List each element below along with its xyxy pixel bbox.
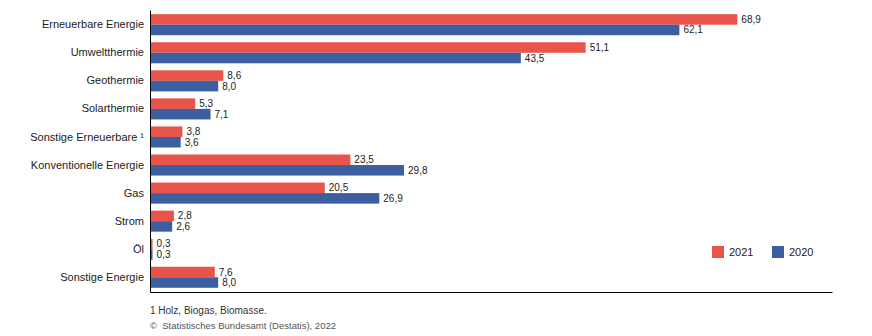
data-label: 29,8 — [408, 165, 428, 176]
bar — [150, 137, 181, 148]
bar — [150, 277, 218, 288]
legend: 2021 2020 — [712, 246, 813, 258]
data-label: 3,8 — [186, 126, 200, 137]
y-tick-label: Geothermie — [87, 74, 144, 86]
x-axis-line — [151, 292, 833, 293]
footnote: 1 Holz, Biogas, Biomasse. — [150, 305, 267, 316]
y-axis: Erneuerbare Energie Umweltthermie Geotherm… — [30, 11, 150, 293]
y-tick-label: Strom — [115, 215, 144, 227]
y-tick: Gas — [124, 187, 145, 199]
y-tick-label: Sonstige Energie — [60, 271, 144, 283]
legend-item: 2020 — [772, 246, 813, 258]
y-tick: Geothermie — [87, 74, 144, 86]
y-tick: Sonstige Energie — [60, 271, 144, 283]
data-label: 2,6 — [176, 221, 190, 232]
y-tick: Strom — [115, 215, 144, 227]
source: © Statistisches Bundesamt (Destatis), 20… — [150, 320, 336, 331]
y-tick: Umweltthermie — [71, 46, 144, 58]
data-label: 23,5 — [354, 154, 374, 165]
bar — [150, 165, 404, 176]
y-axis-line — [150, 11, 151, 293]
y-tick-label: Sonstige Erneuerbare ¹ — [30, 130, 144, 142]
data-label: 43,5 — [525, 53, 545, 64]
data-label: 0,3 — [157, 238, 171, 249]
bar — [150, 211, 174, 222]
y-tick-label: Öl — [133, 243, 144, 255]
x-axis — [151, 292, 833, 293]
data-label: 8,6 — [227, 70, 241, 81]
bar — [150, 267, 215, 278]
y-tick-label: Erneuerbare Energie — [42, 18, 144, 30]
data-label: 7,1 — [215, 109, 229, 120]
legend-label: 2020 — [789, 246, 813, 258]
legend-label: 2021 — [729, 246, 753, 258]
bar — [150, 81, 218, 92]
bar — [150, 14, 737, 25]
bars — [150, 14, 737, 288]
bar — [150, 155, 350, 166]
data-label: 0,3 — [157, 249, 171, 260]
bar — [150, 109, 211, 120]
y-tick: Solarthermie — [82, 102, 144, 114]
bar — [150, 42, 586, 53]
bar — [150, 193, 379, 204]
data-label: 7,6 — [219, 267, 233, 278]
data-labels: 68,9 51,1 8,6 5,3 3,8 23,5 20,5 2,8 0,3 7,6 62,1 43… — [157, 14, 762, 288]
data-label: 62,1 — [683, 24, 703, 35]
bar — [150, 183, 325, 194]
legend-swatch — [772, 246, 784, 258]
data-label: 20,5 — [329, 182, 349, 193]
bar — [150, 126, 182, 137]
data-label: 3,6 — [185, 137, 199, 148]
data-label: 51,1 — [590, 42, 610, 53]
data-label: 68,9 — [741, 14, 761, 25]
y-tick-label: Solarthermie — [82, 102, 144, 114]
y-tick-label: Umweltthermie — [71, 46, 144, 58]
bar — [150, 221, 172, 232]
bar — [150, 53, 521, 64]
bar — [150, 25, 679, 36]
y-tick-label: Konventionelle Energie — [31, 159, 144, 171]
data-label: 8,0 — [222, 81, 236, 92]
legend-item: 2021 — [712, 246, 753, 258]
plot-area: 68,9 51,1 8,6 5,3 3,8 23,5 20,5 2,8 0,3 7,6 62,1 43… — [30, 11, 832, 293]
data-label: 8,0 — [222, 277, 236, 288]
data-label: 2,8 — [178, 210, 192, 221]
y-tick: Öl — [133, 243, 144, 255]
y-tick: Sonstige Erneuerbare ¹ — [30, 130, 144, 142]
data-label: 5,3 — [199, 98, 213, 109]
legend-swatch — [712, 246, 724, 258]
chart: 68,9 51,1 8,6 5,3 3,8 23,5 20,5 2,8 0,3 7,6 62,1 43… — [0, 0, 872, 336]
bar — [150, 70, 223, 81]
bar — [150, 98, 195, 109]
data-label: 26,9 — [383, 193, 403, 204]
y-tick: Konventionelle Energie — [31, 159, 144, 171]
y-tick-label: Gas — [124, 187, 145, 199]
y-tick: Erneuerbare Energie — [42, 18, 144, 30]
